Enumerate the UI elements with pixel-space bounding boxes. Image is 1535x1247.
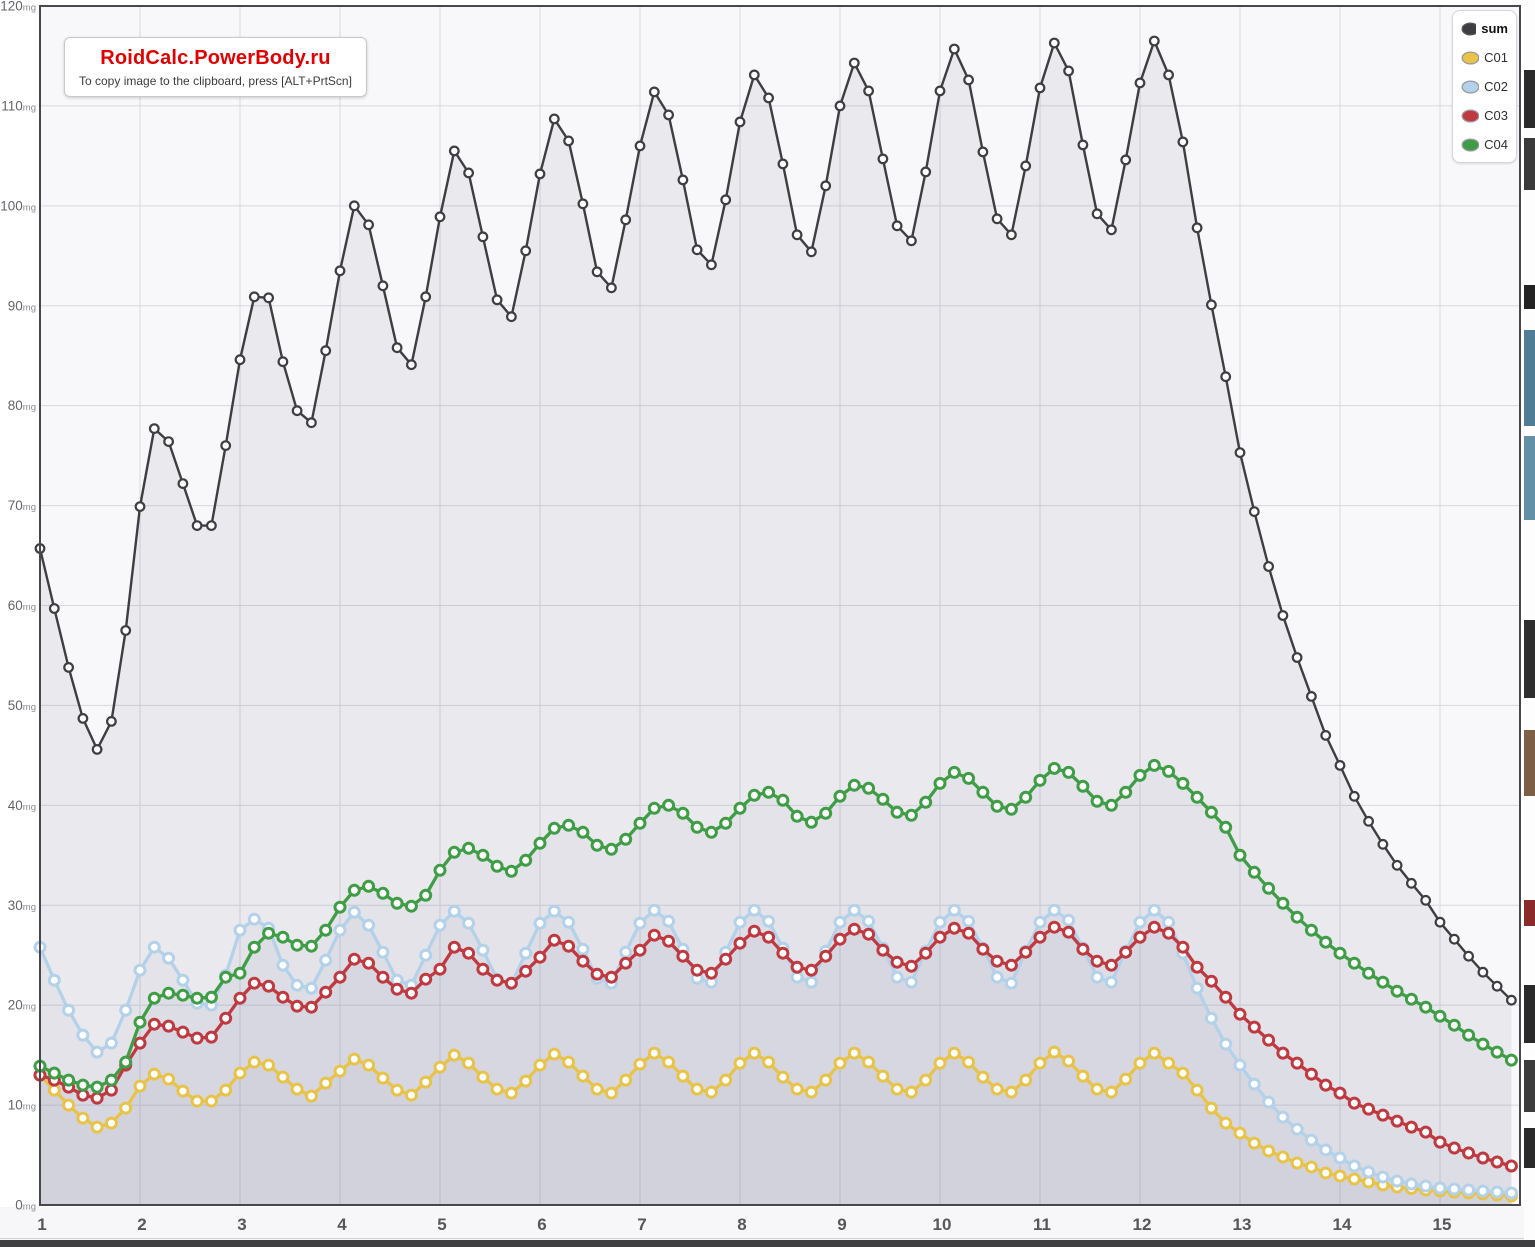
legend-item-c04[interactable]: C04 [1461,137,1508,152]
svg-text:60mg: 60mg [8,598,36,613]
svg-text:100mg: 100mg [0,198,36,213]
edge-content-fragment [1524,900,1535,926]
x-axis-labels: 1 2 3 4 5 6 7 8 9 10 11 12 13 14 15 [37,1215,1451,1234]
page-edge-content [1524,0,1535,1240]
svg-text:2: 2 [137,1215,146,1234]
legend-label-c01: C01 [1484,50,1508,65]
edge-content-fragment [1524,730,1535,796]
svg-text:3: 3 [237,1215,246,1234]
svg-text:7: 7 [637,1215,646,1234]
svg-text:20mg: 20mg [8,998,36,1013]
svg-text:4: 4 [337,1215,347,1234]
svg-text:10: 10 [933,1215,952,1234]
series-sum-line [38,39,1513,1002]
legend-label-c04: C04 [1484,137,1508,152]
edge-content-fragment [1524,70,1535,128]
series-sum-points[interactable] [34,35,1517,1006]
legend-swatch-c01-icon [1461,50,1480,65]
svg-text:30mg: 30mg [8,898,36,913]
watermark-box: RoidCalc.PowerBody.ru To copy image to t… [64,37,367,97]
site-title: RoidCalc.PowerBody.ru [100,47,331,69]
y-axis-labels: 0mg 10mg 20mg 30mg 40mg 50mg 60mg 70mg 80mg 90mg 1… [0,0,36,1213]
svg-text:11: 11 [1033,1215,1051,1234]
bottom-bar [0,1240,1535,1247]
svg-text:80mg: 80mg [8,398,36,413]
legend-swatch-c03-icon [1461,108,1480,123]
legend-item-c02[interactable]: C02 [1461,79,1508,94]
edge-content-fragment [1524,985,1535,1043]
series-c04[interactable] [33,758,1518,1094]
svg-text:9: 9 [837,1215,846,1234]
copy-hint: To copy image to the clipboard, press [A… [79,74,352,88]
area-sum [40,41,1512,1205]
legend-label-c02: C02 [1484,79,1508,94]
x-axis-strip [0,1207,1535,1238]
area-c02 [40,910,1512,1205]
legend-label-c03: C03 [1484,108,1508,123]
svg-text:1: 1 [37,1215,46,1234]
legend-swatch-c04-icon [1461,137,1480,152]
legend-item-c01[interactable]: C01 [1461,50,1508,65]
svg-text:120mg: 120mg [0,0,36,14]
svg-text:15: 15 [1433,1215,1452,1234]
edge-content-fragment [1524,1060,1535,1112]
legend-swatch-sum-icon [1461,21,1477,36]
svg-text:40mg: 40mg [8,798,36,813]
svg-text:70mg: 70mg [8,498,36,513]
svg-text:14: 14 [1333,1215,1352,1234]
svg-text:10mg: 10mg [8,1098,36,1113]
series-sum[interactable] [34,35,1517,1006]
svg-text:50mg: 50mg [8,698,36,713]
legend-item-sum[interactable]: sum [1461,21,1508,36]
edge-content-fragment [1524,620,1535,698]
svg-text:0mg: 0mg [15,1198,36,1213]
legend-label-sum: sum [1481,21,1508,36]
svg-text:110mg: 110mg [1,98,36,113]
edge-content-fragment [1524,285,1535,309]
series-c04-points[interactable] [33,758,1518,1094]
svg-text:13: 13 [1233,1215,1252,1234]
legend-swatch-c02-icon [1461,79,1480,94]
axis-strip-divider [0,1238,1535,1240]
legend: sum C01 C02 C03 C04 [1452,10,1517,163]
svg-text:90mg: 90mg [8,298,36,313]
svg-text:8: 8 [737,1215,746,1234]
plot-frame [39,5,1521,1206]
edge-content-fragment [1524,138,1535,190]
svg-text:12: 12 [1133,1215,1152,1234]
series-c03[interactable] [33,920,1518,1173]
gridlines [39,5,1520,1206]
area-c01 [40,1052,1512,1205]
edge-content-fragment [1524,436,1535,520]
svg-text:6: 6 [537,1215,546,1234]
edge-content-fragment [1524,1128,1535,1168]
svg-text:5: 5 [437,1215,446,1234]
edge-content-fragment [1524,330,1535,426]
series-c03-points[interactable] [33,920,1518,1173]
legend-item-c03[interactable]: C03 [1461,108,1508,123]
